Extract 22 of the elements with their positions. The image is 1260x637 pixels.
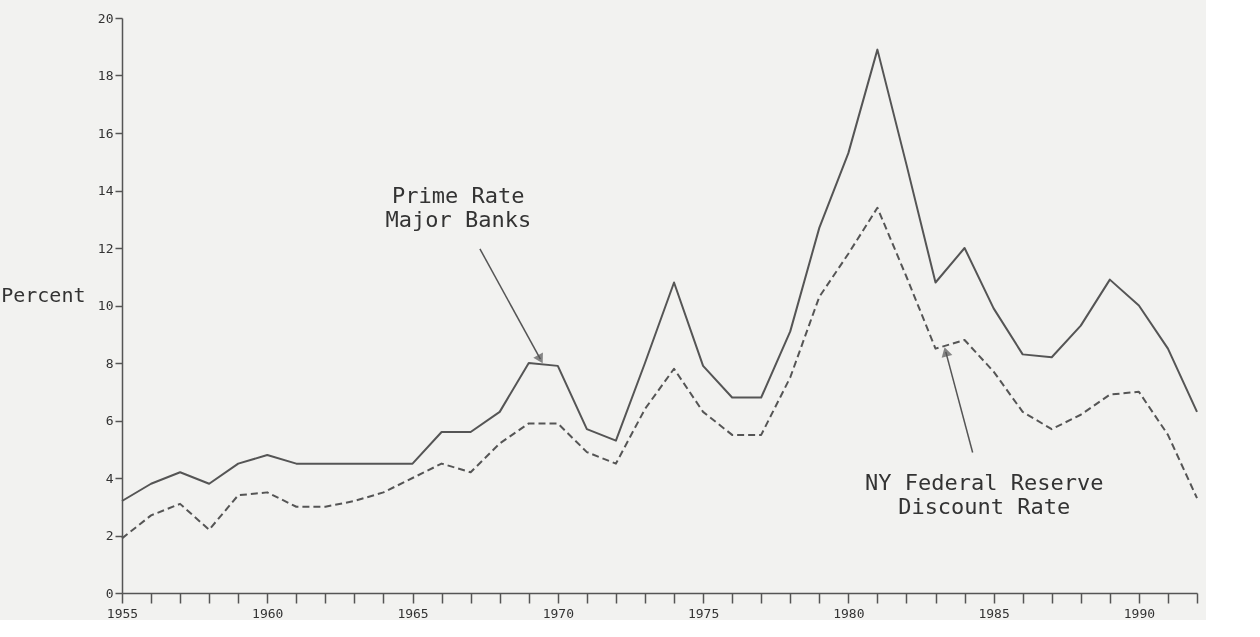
- annotation: NY Federal Reserve Discount Rate: [865, 470, 1104, 520]
- y-tick-label: 2: [105, 528, 114, 543]
- y-tick-label: 20: [97, 10, 114, 26]
- x-tick-label: 1985: [978, 605, 1010, 621]
- y-tick-label: 4: [105, 470, 114, 486]
- x-tick-label: 1955: [106, 605, 139, 621]
- y-tick-label: 0: [105, 585, 114, 601]
- y-tick-label: 10: [97, 298, 114, 313]
- y-tick-label: 12: [97, 240, 114, 256]
- y-tick-label: 16: [97, 125, 114, 141]
- x-tick-label: 1970: [542, 605, 574, 621]
- annotation: Prime Rate Major Banks: [385, 183, 532, 233]
- y-axis-title: Percent: [1, 283, 86, 307]
- x-tick-label: 1990: [1123, 605, 1156, 621]
- x-tick-label: 1980: [833, 605, 865, 621]
- x-tick-label: 1965: [397, 605, 429, 621]
- x-tick-label: 1975: [687, 605, 720, 621]
- y-tick-label: 6: [105, 413, 114, 428]
- y-tick-label: 8: [105, 355, 114, 371]
- y-tick-label: 18: [97, 68, 114, 83]
- y-tick-label: 14: [97, 183, 114, 198]
- x-tick-label: 1960: [252, 605, 284, 621]
